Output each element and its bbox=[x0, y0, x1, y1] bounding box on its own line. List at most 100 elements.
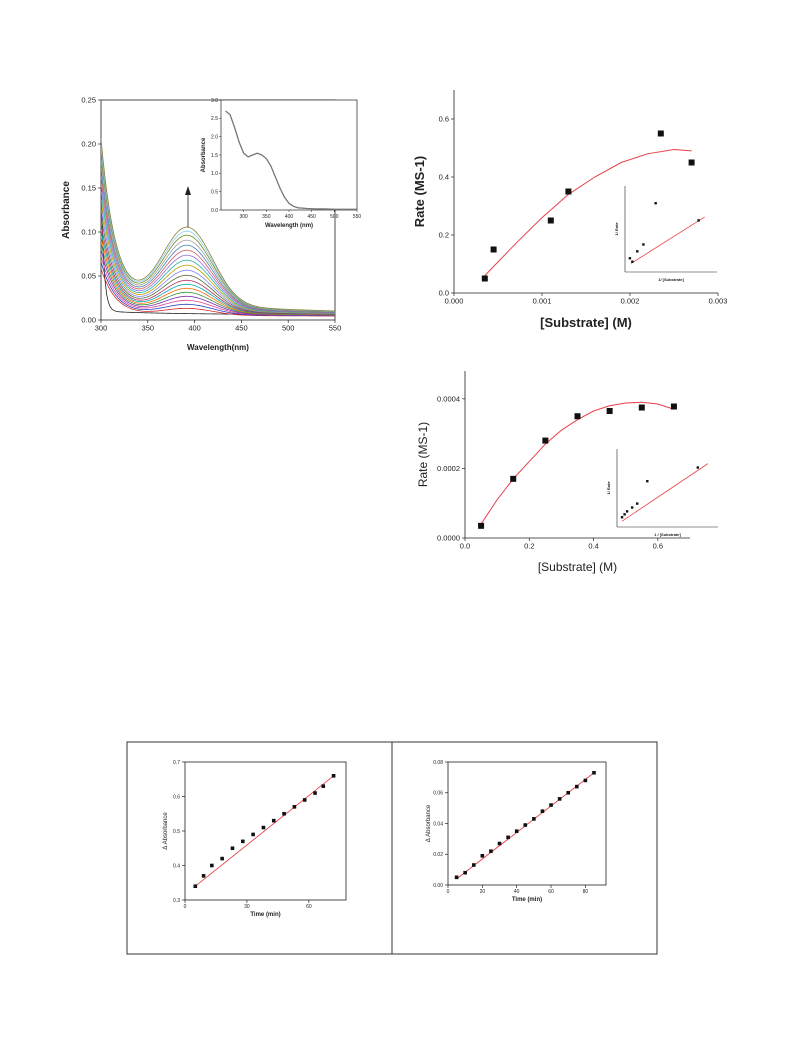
y-tick-label: 0.2 bbox=[439, 231, 449, 240]
data-point bbox=[282, 811, 286, 816]
data-point bbox=[210, 863, 214, 868]
data-point bbox=[292, 805, 297, 809]
inset-x-axis-title: Wavelength (nm) bbox=[265, 223, 313, 229]
inset-frame bbox=[220, 99, 358, 211]
inset-data-point bbox=[636, 502, 639, 505]
x-tick-label: 60 bbox=[306, 904, 312, 910]
x-tick-label: 0 bbox=[447, 889, 450, 895]
data-point bbox=[463, 870, 467, 875]
data-point bbox=[670, 403, 677, 410]
inset-y-tick-label: 2.0 bbox=[211, 134, 218, 140]
data-point bbox=[497, 841, 502, 846]
y-tick-label: 0.08 bbox=[433, 760, 443, 766]
y-tick-label: 0.6 bbox=[439, 115, 449, 124]
data-point bbox=[481, 275, 488, 282]
x-tick-label: 0.6 bbox=[653, 542, 663, 551]
data-point bbox=[271, 818, 276, 823]
time-course-chart-1: 0 30 60 0.3 0.4 0.5 0.6 0.7 Time (min) Δ Absorban… bbox=[163, 760, 347, 918]
x-tick-label: 300 bbox=[95, 324, 108, 333]
x-tick-label: 30 bbox=[244, 904, 250, 910]
data-point bbox=[583, 778, 588, 783]
increase-arrow-head bbox=[185, 186, 191, 195]
spectrum-line bbox=[101, 249, 335, 316]
inset-y-tick-label: 3.0 bbox=[211, 98, 218, 104]
x-tick-label: 400 bbox=[188, 324, 201, 333]
inset-data-point bbox=[631, 260, 634, 263]
x-tick-label: 0.0 bbox=[460, 542, 470, 551]
inset-y-tick-label: 1.5 bbox=[211, 153, 218, 159]
rate-vs-substrate-chart-1: 0.000 0.001 0.002 0.003 0.0 0.2 0.4 0.6 [Substra… bbox=[412, 90, 727, 330]
data-point bbox=[480, 853, 485, 858]
y-tick-label: 0.25 bbox=[81, 96, 96, 105]
inset-data-point bbox=[654, 202, 657, 205]
y-tick-label: 0.06 bbox=[433, 791, 443, 797]
inset-x-tick-label: 550 bbox=[353, 214, 362, 220]
inset-data-point bbox=[628, 257, 632, 260]
y-tick-label: 0.05 bbox=[81, 272, 96, 281]
inset-y-tick-label: 1.0 bbox=[211, 171, 218, 177]
data-point bbox=[574, 413, 581, 420]
spectrum-line bbox=[101, 138, 335, 312]
y-axis-title: Δ Absorbance bbox=[163, 812, 169, 850]
data-point bbox=[547, 217, 554, 224]
data-point bbox=[331, 774, 336, 778]
data-point bbox=[230, 846, 235, 851]
inset-data-point bbox=[620, 516, 624, 519]
x-tick-label: 40 bbox=[514, 889, 520, 895]
data-point bbox=[220, 856, 224, 861]
y-tick-label: 0.15 bbox=[81, 184, 96, 193]
plot-frame bbox=[184, 761, 347, 901]
x-tick-label: 80 bbox=[583, 889, 589, 895]
y-tick-label: 0.0000 bbox=[437, 534, 460, 543]
data-point bbox=[510, 475, 517, 482]
x-tick-label: 0.000 bbox=[445, 297, 464, 306]
inset-data-point bbox=[636, 250, 639, 253]
inset-fit-line bbox=[621, 463, 709, 522]
data-point bbox=[549, 803, 553, 807]
spectra-series bbox=[101, 138, 335, 317]
y-axis-title: Rate (MS-1) bbox=[412, 156, 427, 228]
y-tick-label: 0.0002 bbox=[437, 464, 460, 473]
inset-data-point bbox=[697, 219, 700, 222]
x-axis-title: Time (min) bbox=[250, 912, 280, 918]
data-point bbox=[489, 849, 493, 853]
x-tick-label: 550 bbox=[329, 324, 342, 333]
y-axis-title: Absorbance bbox=[61, 181, 72, 239]
y-axis-title: Rate (MS-1) bbox=[416, 422, 430, 487]
inset-fit-line bbox=[630, 216, 705, 264]
uv-spectra-chart: 300 350 400 450 500 550 0.00 0.05 0.10 0.15 0.20 0.… bbox=[61, 96, 361, 352]
data-point bbox=[313, 791, 317, 795]
inset-data-point bbox=[646, 479, 649, 483]
data-point bbox=[506, 835, 510, 840]
y-tick-label: 0.10 bbox=[81, 228, 96, 237]
data-point bbox=[557, 797, 562, 801]
data-point bbox=[566, 790, 571, 795]
rate-vs-substrate-chart-2: 0.0 0.2 0.4 0.6 0.0000 0.0002 0.0004 [Substrate… bbox=[416, 371, 718, 574]
data-point bbox=[201, 874, 206, 878]
data-point bbox=[523, 823, 528, 827]
x-tick-label: 60 bbox=[548, 889, 554, 895]
inset-x-tick-label: 400 bbox=[285, 214, 294, 220]
inset-data-point bbox=[625, 510, 629, 513]
x-tick-label: 350 bbox=[142, 324, 155, 333]
data-point bbox=[514, 829, 519, 833]
data-point bbox=[490, 246, 497, 253]
inset-x-tick-label: 300 bbox=[239, 214, 248, 220]
data-point bbox=[688, 159, 695, 166]
x-axis-title: Time (min) bbox=[512, 897, 542, 903]
x-tick-label: 0.002 bbox=[621, 297, 640, 306]
inset-data-point bbox=[630, 506, 634, 509]
y-tick-label: 0.5 bbox=[173, 829, 180, 835]
x-tick-label: 450 bbox=[235, 324, 248, 333]
x-axis-title: [Substrate] (M) bbox=[538, 560, 617, 574]
inset-x-tick-label: 500 bbox=[330, 214, 339, 220]
data-point bbox=[657, 130, 664, 137]
data-point bbox=[193, 884, 198, 888]
y-tick-label: 0.02 bbox=[433, 852, 443, 858]
y-tick-label: 0.4 bbox=[439, 173, 449, 182]
data-point bbox=[251, 832, 255, 837]
inset-x-tick-label: 350 bbox=[262, 214, 271, 220]
y-tick-label: 0.6 bbox=[173, 794, 180, 800]
data-point bbox=[540, 809, 545, 813]
data-point bbox=[542, 437, 549, 444]
